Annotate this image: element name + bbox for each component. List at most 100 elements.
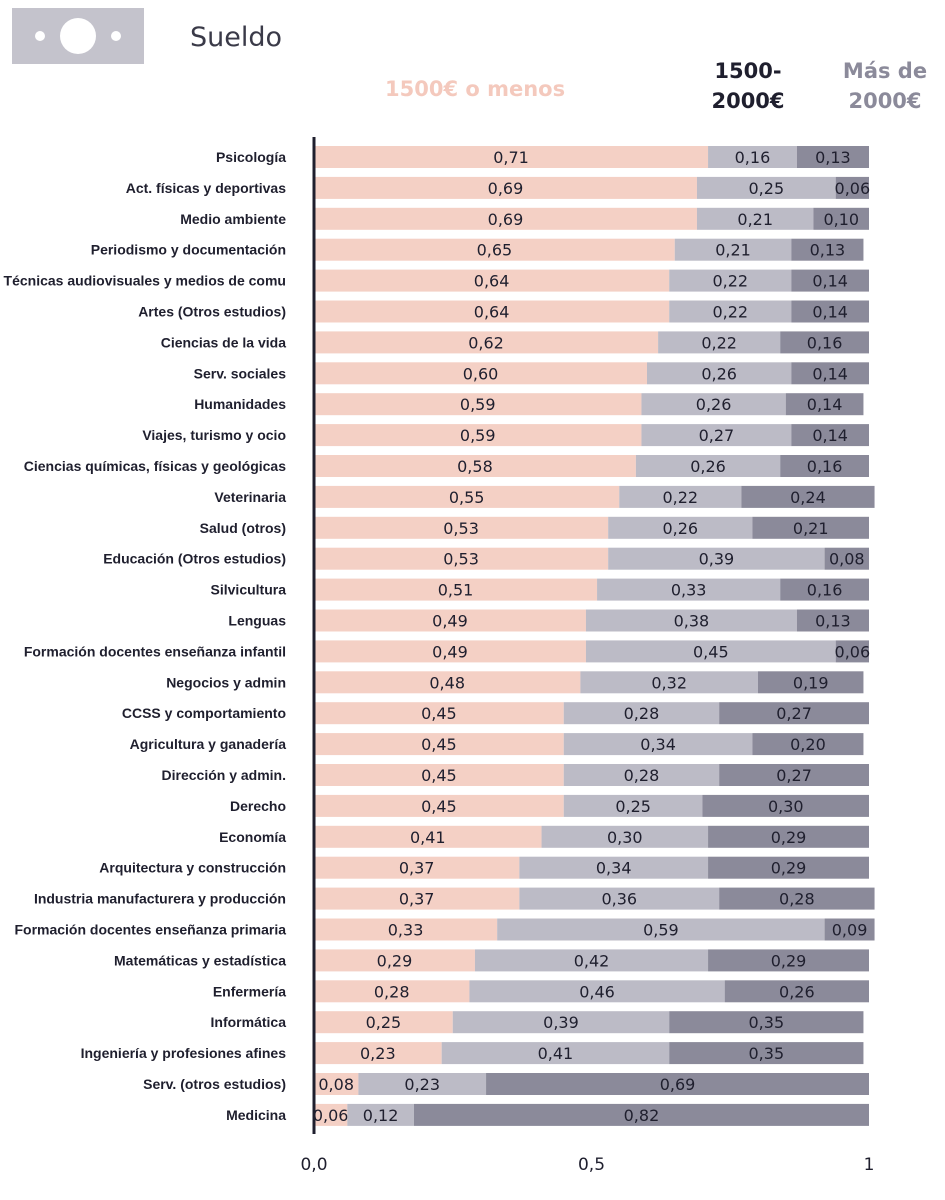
data-label: 0,64 [474, 303, 510, 322]
category-label: Arquitectura y construcción [99, 860, 286, 876]
data-label: 0,60 [463, 364, 499, 383]
data-label: 0,06 [835, 179, 871, 198]
bar-segment [314, 578, 598, 601]
data-label: 0,26 [779, 982, 815, 1001]
bar-segment [563, 702, 720, 725]
data-label: 0,22 [662, 488, 698, 507]
bar-segment [541, 825, 709, 848]
bar-segment [696, 176, 836, 199]
data-label: 0,27 [699, 426, 735, 445]
category-label: Medicina [226, 1107, 286, 1123]
data-label: 0,14 [807, 395, 843, 414]
bar-segment [669, 300, 792, 323]
data-label: 0,82 [624, 1106, 660, 1125]
bar-segment [314, 238, 675, 261]
legend-mid: 1500- 2000€ [708, 56, 788, 116]
category-label: Informática [211, 1014, 287, 1030]
data-label: 0,35 [749, 1013, 785, 1032]
data-label: 0,08 [829, 550, 865, 569]
bar-segment [452, 1011, 670, 1034]
bar-segment [474, 949, 709, 972]
data-label: 0,26 [690, 457, 726, 476]
data-label: 0,37 [399, 859, 435, 878]
category-label: Negocios y admin [166, 674, 286, 690]
bar-segment [497, 918, 825, 941]
data-label: 0,27 [776, 704, 812, 723]
data-label: 0,39 [699, 550, 735, 569]
data-label: 0,33 [671, 581, 707, 600]
bar-segment [358, 1073, 487, 1095]
data-label: 0,65 [477, 241, 513, 260]
data-label: 0,41 [538, 1044, 574, 1063]
data-label: 0,46 [579, 982, 615, 1001]
data-label: 0,13 [815, 612, 851, 631]
bar-segment [791, 238, 864, 261]
bar-segment [314, 1042, 442, 1065]
data-label: 0,29 [771, 859, 807, 878]
data-label: 0,38 [674, 612, 710, 631]
bar-segment [608, 516, 753, 539]
bar-segment [824, 547, 869, 570]
data-label: 0,14 [812, 426, 848, 445]
data-label: 0,53 [443, 550, 479, 569]
x-tick-label: 0,5 [578, 1155, 605, 1175]
bar-segment [669, 269, 792, 292]
bar-segment [314, 516, 609, 539]
category-label: Humanidades [194, 396, 286, 412]
bar-segment [758, 671, 864, 694]
data-label: 0,21 [715, 241, 751, 260]
data-label: 0,19 [793, 673, 829, 692]
category-label: Ciencias de la vida [161, 334, 286, 350]
bar-segment [519, 887, 720, 910]
data-label: 0,28 [624, 704, 660, 723]
bar-segment [314, 207, 697, 230]
bar-segment [585, 640, 836, 663]
category-label: Matemáticas y estadística [114, 952, 286, 968]
bar-segment [413, 1103, 869, 1126]
data-label: 0,16 [807, 581, 843, 600]
bar-segment [585, 609, 797, 632]
data-label: 0,71 [493, 148, 529, 167]
bar-segment [441, 1042, 670, 1065]
bar-segment [619, 485, 742, 508]
data-label: 0,06 [313, 1106, 349, 1125]
bar-segment [314, 269, 670, 292]
banknote-icon [12, 8, 144, 64]
data-label: 0,30 [607, 828, 643, 847]
data-label: 0,32 [651, 673, 687, 692]
bar-segment [741, 485, 875, 508]
bar-segment [314, 547, 609, 570]
category-label: Lenguas [228, 613, 286, 629]
data-label: 0,59 [460, 426, 496, 445]
bar-segment [752, 733, 864, 756]
data-label: 0,34 [640, 735, 676, 754]
bar-segment [708, 949, 869, 972]
data-label: 0,16 [807, 457, 843, 476]
data-label: 0,45 [421, 766, 457, 785]
category-label: Periodismo y documentación [91, 242, 286, 258]
data-label: 0,48 [429, 673, 465, 692]
data-label: 0,69 [660, 1075, 696, 1094]
data-label: 0,23 [360, 1044, 396, 1063]
bar-segment [780, 578, 869, 601]
category-label: Artes (Otros estudios) [138, 304, 286, 320]
bar-segment [791, 300, 869, 323]
bar-segment [314, 176, 697, 199]
bar-segment [674, 238, 792, 261]
data-label: 0,16 [807, 333, 843, 352]
data-label: 0,09 [832, 921, 868, 940]
bar-segment [314, 146, 709, 168]
bar-segment [314, 1073, 359, 1095]
data-label: 0,33 [388, 921, 424, 940]
bar-segment [314, 794, 564, 817]
data-label: 0,10 [823, 210, 859, 229]
bar-segment [314, 300, 670, 323]
bar-segment [708, 856, 869, 879]
data-label: 0,25 [366, 1013, 402, 1032]
bar-segment [708, 146, 797, 168]
data-label: 0,25 [749, 179, 785, 198]
category-label: Viajes, turismo y ocio [142, 427, 286, 443]
bar-segment [314, 362, 647, 385]
data-label: 0,28 [624, 766, 660, 785]
